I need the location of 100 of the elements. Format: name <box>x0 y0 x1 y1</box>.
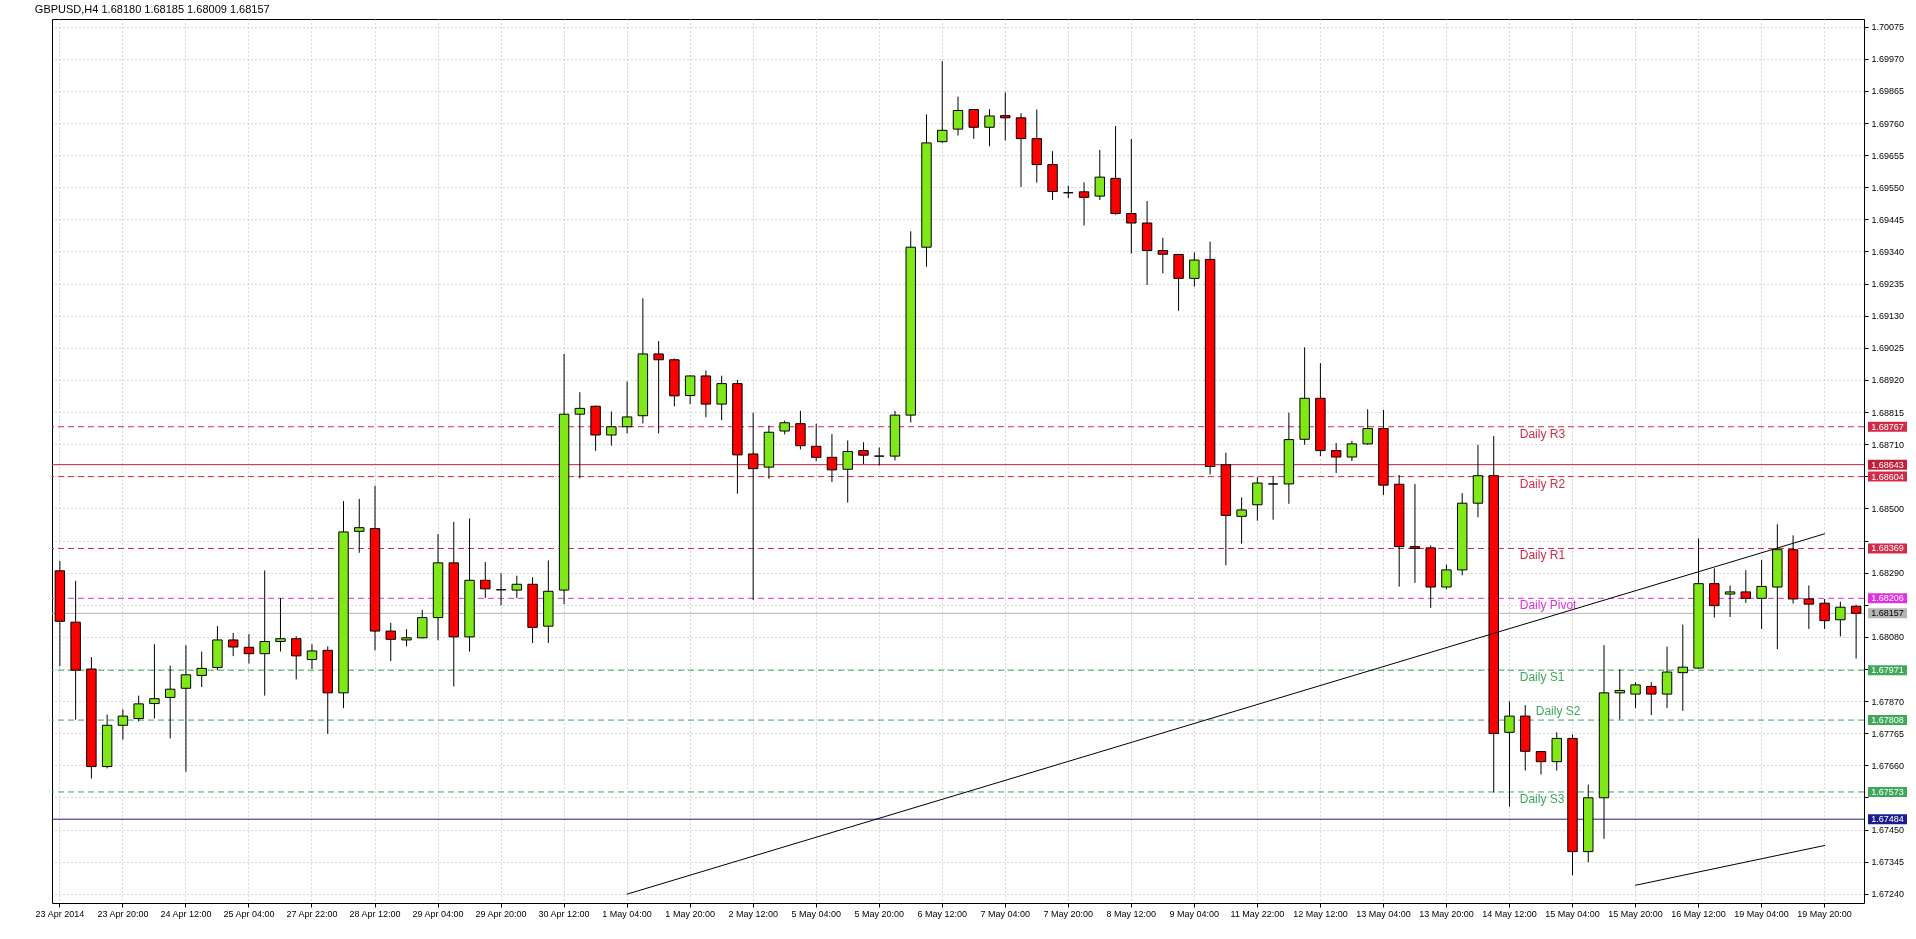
candlestick <box>117 708 129 741</box>
candlestick <box>1850 604 1862 660</box>
x-tick-label: 5 May 20:00 <box>854 908 904 919</box>
candlestick <box>684 374 696 405</box>
y-tick-label: 1.69235 <box>1871 279 1905 290</box>
y-tick-label: 1.67765 <box>1871 728 1905 739</box>
candlestick <box>149 643 160 720</box>
x-tick-label: 12 May 12:00 <box>1293 908 1348 919</box>
x-tick-label: 9 May 04:00 <box>1169 908 1220 919</box>
y-tick-label: 1.69130 <box>1871 311 1905 322</box>
candlestick <box>716 375 727 421</box>
y-tick-label: 1.69340 <box>1871 246 1905 257</box>
y-tick-label: 1.70075 <box>1871 22 1905 33</box>
ref-line-label: Daily Pivot <box>1519 598 1578 613</box>
candlestick <box>164 665 176 739</box>
candlestick <box>984 108 995 147</box>
candlestick <box>180 644 192 773</box>
ref-line-label: Daily R2 <box>1519 476 1566 491</box>
candlestick <box>1157 237 1169 274</box>
text: 1.68157 <box>1871 608 1904 619</box>
x-tick-label: 24 Apr 12:00 <box>160 908 212 919</box>
x-tick-label: 15 May 04:00 <box>1545 908 1600 919</box>
candlestick <box>306 643 318 670</box>
ref-line-label: Daily R3 <box>1519 426 1566 441</box>
text: 1.68643 <box>1871 459 1904 470</box>
candlestick <box>826 433 838 483</box>
candlestick <box>1346 440 1358 462</box>
x-tick-label: 11 May 22:00 <box>1230 908 1285 919</box>
x-tick-label: 25 Apr 04:00 <box>223 908 275 919</box>
y-tick-label: 1.67660 <box>1871 760 1905 771</box>
x-tick-label: 8 May 12:00 <box>1106 908 1157 919</box>
candlestick <box>1173 253 1184 312</box>
candlestick <box>511 575 523 599</box>
candlestick <box>873 447 885 467</box>
ref-line-label: Daily S3 <box>1519 791 1565 806</box>
x-tick-label: 13 May 20:00 <box>1419 908 1474 919</box>
candlestick <box>1661 646 1673 709</box>
text: 1.67573 <box>1871 786 1904 797</box>
candlestick <box>1441 564 1452 590</box>
candlestick <box>243 633 255 664</box>
candlestick <box>1835 601 1846 637</box>
candlestick <box>621 380 633 434</box>
candlestick <box>1015 112 1027 188</box>
text: 1.68206 <box>1871 593 1904 604</box>
candlestick <box>1126 138 1137 255</box>
candlestick <box>354 498 365 554</box>
text: 1.68369 <box>1871 543 1904 554</box>
x-tick-label: 2 May 12:00 <box>728 908 778 919</box>
x-tick-label: 19 May 04:00 <box>1734 908 1789 919</box>
candlestick <box>259 570 270 697</box>
candlestick <box>1252 476 1263 522</box>
x-tick-label: 19 May 20:00 <box>1797 908 1852 919</box>
candlestick <box>795 410 806 450</box>
candlestick <box>1094 149 1106 201</box>
candlestick <box>1756 559 1767 630</box>
candlestick <box>1236 496 1247 545</box>
x-tick-label: 28 Apr 12:00 <box>349 908 401 919</box>
x-tick-label: 1 May 20:00 <box>665 908 715 919</box>
x-tick-label: 7 May 04:00 <box>980 908 1031 919</box>
candlestick <box>842 440 853 504</box>
text: 1.68767 <box>1871 421 1904 432</box>
candlestick <box>968 108 979 140</box>
x-tick-label: 15 May 20:00 <box>1608 908 1663 919</box>
candlestick <box>1709 567 1720 619</box>
candlestick <box>1189 251 1200 288</box>
x-tick-label: 6 May 12:00 <box>917 908 968 919</box>
candlestick <box>606 410 617 447</box>
y-tick-label: 1.67345 <box>1871 857 1905 868</box>
y-tick-label: 1.68815 <box>1871 407 1905 418</box>
candlestick <box>1504 700 1515 808</box>
y-tick-label: 1.67450 <box>1871 825 1905 836</box>
y-tick-label: 1.68500 <box>1871 503 1905 514</box>
candlestick <box>747 412 759 601</box>
x-tick-label: 16 May 12:00 <box>1671 908 1726 919</box>
y-tick-label: 1.68080 <box>1871 632 1905 643</box>
candlestick <box>810 423 822 462</box>
candlestick <box>417 609 428 639</box>
candlestick <box>574 391 586 479</box>
candlestick <box>1803 584 1815 630</box>
y-tick-label: 1.67240 <box>1871 889 1905 900</box>
candlestick <box>1677 624 1689 712</box>
candlestick <box>480 561 491 599</box>
x-tick-label: 1 May 04:00 <box>602 908 652 919</box>
candlestick <box>1551 731 1562 772</box>
y-tick-label: 1.69025 <box>1871 343 1905 354</box>
candlestick <box>1535 750 1547 776</box>
candlestick <box>275 597 286 653</box>
ref-line-label: Daily S2 <box>1535 704 1581 719</box>
y-tick-label: 1.69550 <box>1871 182 1905 193</box>
candlestick <box>1267 475 1279 521</box>
y-tick-label: 1.68920 <box>1871 375 1905 386</box>
text: 1.67484 <box>1871 814 1904 825</box>
y-tick-label: 1.69655 <box>1871 150 1905 161</box>
x-tick-label: 5 May 04:00 <box>791 908 841 919</box>
candlestick <box>1630 681 1641 709</box>
candlestick <box>1646 681 1657 716</box>
candlestick <box>1078 181 1090 226</box>
y-tick-label: 1.68290 <box>1871 568 1905 579</box>
candlestick <box>1000 91 1011 141</box>
ref-line-label: Daily S1 <box>1519 670 1565 685</box>
